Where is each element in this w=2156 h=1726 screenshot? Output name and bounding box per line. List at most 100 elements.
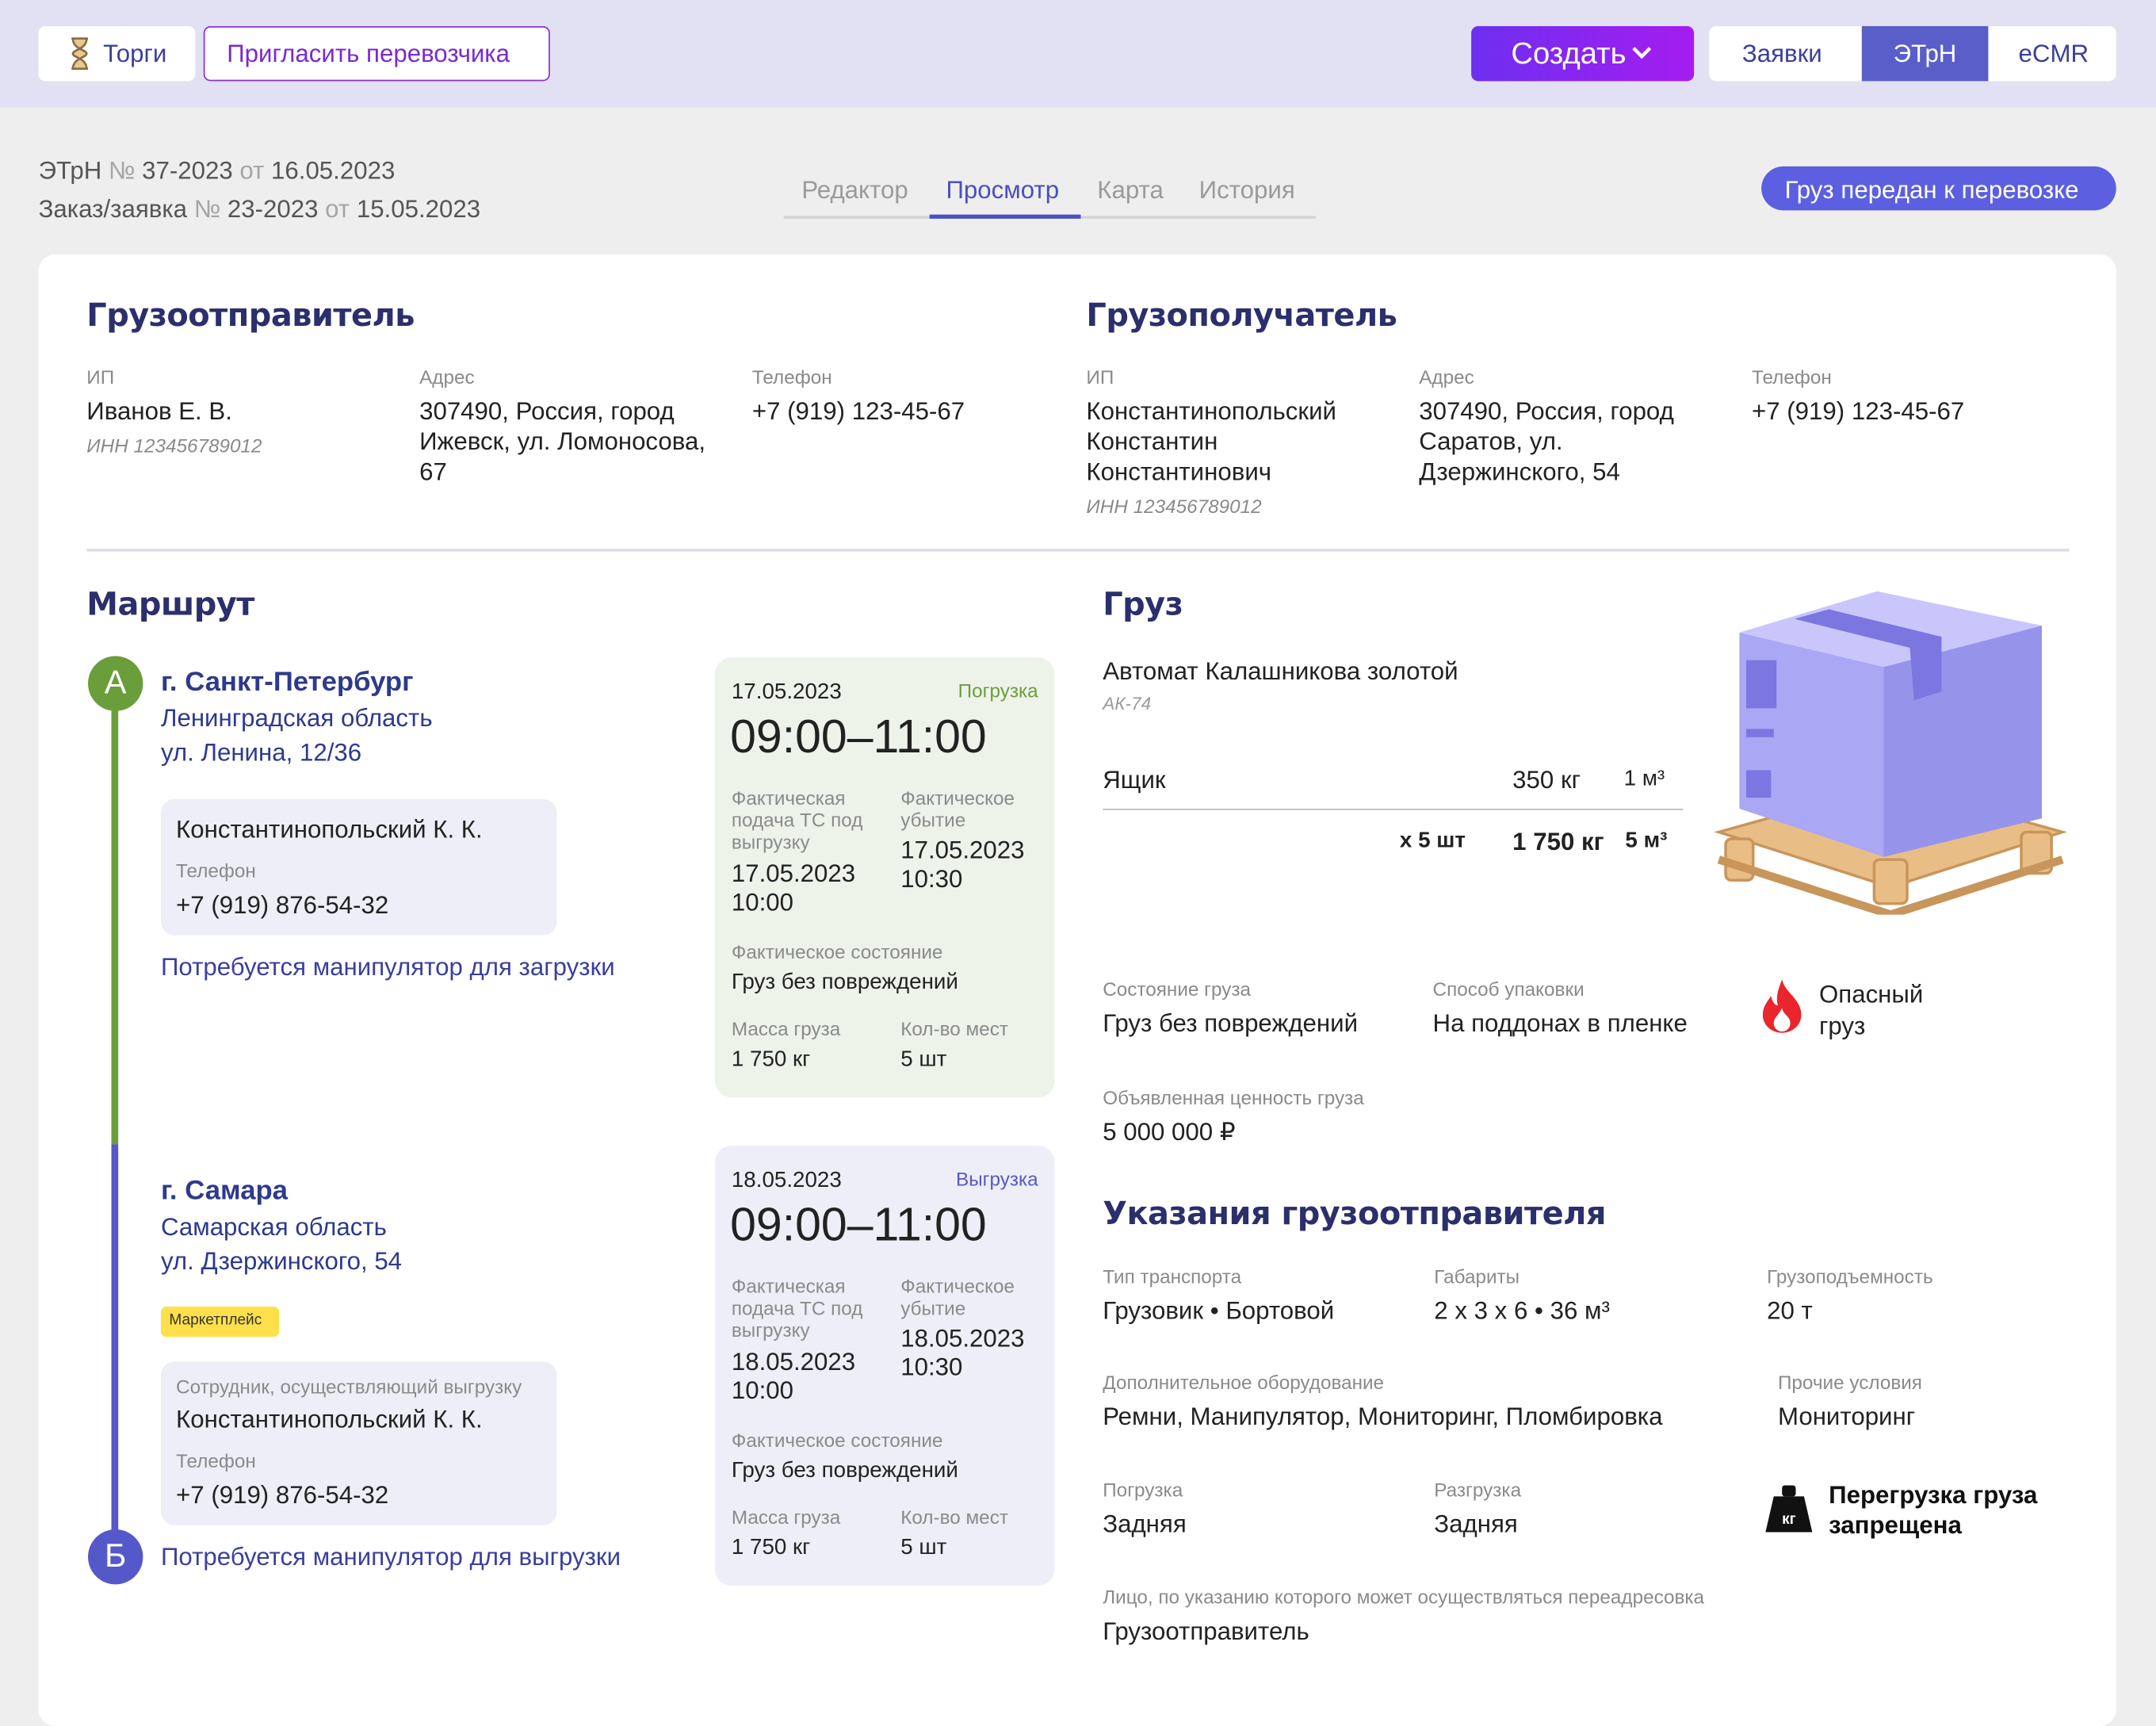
tab[interactable]: eCMR — [2018, 40, 2089, 67]
field-label: Объявленная ценность груза — [1103, 1086, 1364, 1109]
view-tab[interactable]: Карта — [1097, 175, 1164, 204]
field-label: Телефон — [751, 365, 832, 388]
field-value: Грузоотправитель — [1103, 1617, 1309, 1645]
cargo-name: Автомат Калашникова золотой — [1103, 656, 1458, 685]
field-label: Дополнительное оборудование — [1103, 1372, 1385, 1394]
view-tab[interactable]: Редактор — [801, 175, 908, 204]
doc-info: № — [108, 156, 136, 185]
cargo-line — [1103, 809, 1684, 810]
field-value: 20 т — [1767, 1296, 1813, 1325]
invite-button[interactable] — [203, 25, 550, 82]
field-value: +7 (919) 123-45-67 — [1752, 397, 1965, 425]
status-label: Груз передан к перевозке — [1784, 175, 2079, 204]
field-value: +7 (919) 123-45-67 — [751, 397, 965, 425]
slot-kind: Погрузка — [958, 679, 1038, 702]
street: ул. Дзержинского, 54 — [160, 1247, 403, 1275]
field-value: Задняя — [1434, 1510, 1518, 1538]
doc-info: от — [325, 195, 350, 223]
tag: Маркетплейс — [160, 1306, 280, 1338]
doc-info: от — [239, 156, 265, 185]
chevron-icon — [1632, 47, 1652, 59]
slot-label: Кол-во мест — [900, 1018, 1008, 1040]
route-line-green — [111, 683, 119, 1145]
route-note: Потребуется манипулятор для выгрузки — [160, 1543, 621, 1571]
tenders-button[interactable] — [38, 25, 196, 82]
slot-value: 17.05.2023 10:00 — [731, 859, 856, 917]
contact-label: Телефон — [176, 1449, 256, 1472]
tenders-label[interactable]: Торги — [103, 40, 167, 67]
doc-info: 23-2023 — [227, 195, 319, 223]
field-value: 2 х 3 х 6 • 36 м³ — [1434, 1296, 1610, 1325]
contact-phone: +7 (919) 876-54-32 — [176, 890, 389, 919]
contact-role: Сотрудник, осуществляющий выгрузку — [176, 1376, 522, 1398]
section-title: Грузоотправитель — [86, 297, 415, 335]
route-marker: Б — [88, 1529, 143, 1585]
slot-value: 1 750 кг — [731, 1536, 811, 1560]
tab-active-bg — [1861, 25, 1989, 82]
view-tab[interactable]: История — [1198, 175, 1295, 204]
field-label: Прочие условия — [1777, 1372, 1922, 1394]
contact-phone: +7 (919) 876-54-32 — [176, 1480, 389, 1509]
slot-label: Фактическое состояние — [731, 941, 943, 963]
package: Ящик — [1103, 765, 1166, 794]
divider — [86, 549, 2070, 552]
slot-label: Фактическая подача ТС под выгрузку — [731, 1275, 863, 1341]
weight-icon: кг — [1765, 1485, 1813, 1533]
slot-value: 1 750 кг — [731, 1047, 811, 1072]
unit-mass: 350 кг — [1512, 765, 1581, 794]
slot-value: 18.05.2023 10:30 — [900, 1324, 1025, 1381]
hazard-label: Опасный груз — [1819, 980, 1924, 1040]
tab[interactable]: Заявки — [1741, 40, 1822, 67]
contact-label: Телефон — [176, 859, 256, 882]
count: х 5 шт — [1399, 829, 1466, 853]
field-value: Иванов Е. В. — [86, 397, 232, 425]
contact-box: Сотрудник, осуществляющий выгрузку Конста… — [160, 1361, 557, 1525]
region: Самарская область — [160, 1212, 387, 1241]
create-label[interactable]: Создать — [1511, 36, 1627, 71]
field-label: Телефон — [1752, 365, 1832, 388]
hourglass-icon — [71, 37, 89, 71]
street: ул. Ленина, 12/36 — [160, 738, 362, 766]
create-button[interactable] — [1471, 25, 1695, 82]
slot-label: Кол-во мест — [900, 1506, 1008, 1529]
field-value: 307490, Россия, город Саратов, ул. Дзерж… — [1419, 397, 1674, 486]
doc-info: № — [193, 195, 221, 223]
route-note: Потребуется манипулятор для загрузки — [160, 952, 615, 981]
total-volume: 5 м³ — [1625, 829, 1668, 853]
field-value: Мониторинг — [1777, 1403, 1916, 1430]
field-value: 5 000 000 ₽ — [1103, 1118, 1236, 1146]
doc-info: 15.05.2023 — [356, 195, 481, 223]
slot-value: Груз без повреждений — [731, 1459, 958, 1483]
section-title: Грузополучатель — [1086, 297, 1397, 335]
unit-volume: 1 м³ — [1623, 767, 1665, 791]
field-label: Состояние груза — [1103, 978, 1252, 1001]
field-label: ИП — [1086, 365, 1114, 388]
box-illustration — [1714, 591, 2068, 915]
tag-label: Маркетплейс — [169, 1312, 262, 1330]
field-note: ИНН 123456789012 — [86, 434, 262, 457]
route-marker: А — [88, 656, 143, 711]
field-label: Адрес — [1419, 365, 1474, 388]
slot-value: 5 шт — [900, 1047, 947, 1072]
section-title: Груз — [1103, 587, 1183, 623]
flame-icon — [1762, 979, 1802, 1033]
doc-info: 37-2023 — [142, 156, 233, 185]
field-label: ИП — [86, 365, 115, 388]
city: г. Санкт-Петербург — [160, 666, 414, 697]
view-tab-underline — [929, 214, 1081, 219]
tab[interactable]: ЭТрН — [1893, 40, 1957, 67]
status-pill — [1761, 166, 2116, 211]
invite-label[interactable]: Пригласить перевозчика — [227, 40, 510, 67]
slot-value: Груз без повреждений — [731, 970, 958, 995]
field-value: Константинопольский Константин Константи… — [1086, 397, 1336, 486]
slot-label: Фактическое убытие — [900, 1275, 1015, 1320]
cargo-code: АК-74 — [1103, 693, 1152, 714]
overload-label: Перегрузка груза запрещена — [1829, 1480, 2038, 1539]
view-tab[interactable]: Просмотр — [946, 175, 1060, 204]
field-label: Способ упаковки — [1432, 978, 1585, 1001]
slot-time: 09:00–11:00 — [730, 710, 987, 763]
field-label: Тип транспорта — [1103, 1265, 1242, 1288]
marker-label: Б — [105, 1537, 127, 1575]
doc-info: ЭТрН — [38, 156, 102, 185]
